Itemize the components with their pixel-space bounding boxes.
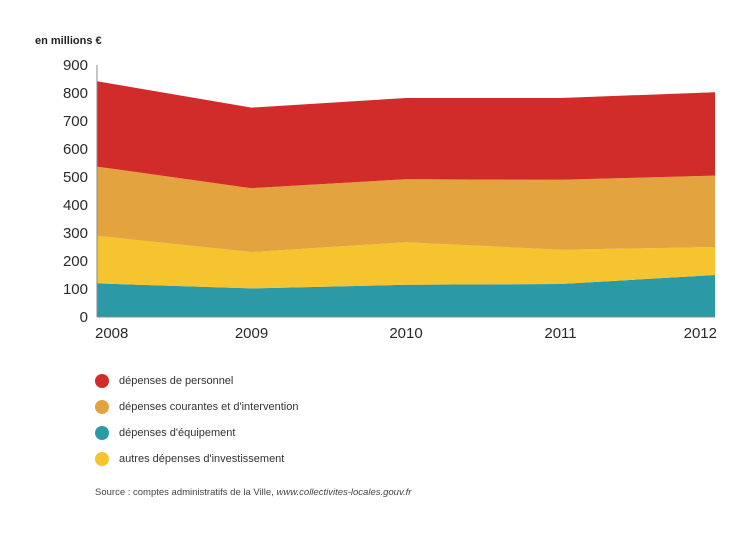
y-tick-label: 100: [63, 281, 88, 298]
legend-swatch: [95, 374, 109, 388]
legend-label: dépenses de personnel: [119, 375, 234, 387]
legend: dépenses de personnel dépenses courantes …: [95, 368, 298, 472]
area-series-0: [97, 275, 715, 317]
y-tick-label: 500: [63, 169, 88, 186]
source-note: Source : comptes administratifs de la Vi…: [95, 487, 411, 498]
x-tick-label: 2009: [235, 325, 268, 340]
y-tick-label: 900: [63, 57, 88, 74]
legend-swatch: [95, 452, 109, 466]
y-tick-labels: 0 100 200 300 400 500 600 700 800 900: [63, 57, 88, 326]
y-tick-label: 700: [63, 113, 88, 130]
legend-item: dépenses d'équipement: [95, 420, 298, 446]
x-tick-label: 2008: [95, 325, 128, 340]
legend-swatch: [95, 426, 109, 440]
legend-label: autres dépenses d'investissement: [119, 453, 285, 465]
source-url: www.collectivites-locales.gouv.fr: [276, 487, 412, 498]
y-tick-label: 0: [80, 309, 88, 326]
x-tick-labels: 2008 2009 2010 2011 2012: [95, 325, 717, 340]
x-tick-label: 2010: [389, 325, 422, 340]
y-tick-label: 400: [63, 197, 88, 214]
area-series-1: [97, 235, 715, 289]
area-series-2: [97, 166, 715, 252]
y-tick-label: 300: [63, 225, 88, 242]
legend-swatch: [95, 400, 109, 414]
y-tick-label: 800: [63, 85, 88, 102]
legend-item: dépenses de personnel: [95, 368, 298, 394]
legend-label: dépenses courantes et d'intervention: [119, 401, 299, 413]
y-tick-label: 600: [63, 141, 88, 158]
legend-item: autres dépenses d'investissement: [95, 446, 298, 472]
source-text: Source : comptes administratifs de la Vi…: [95, 487, 277, 498]
x-tick-label: 2012: [684, 325, 717, 340]
stacked-area-chart: en millions € 0 100 200 300 400 500 600 700 800 9…: [35, 35, 717, 340]
x-tick-label: 2011: [544, 325, 576, 340]
y-axis-label: en millions €: [35, 35, 102, 47]
area-series-3: [97, 81, 715, 189]
legend-item: dépenses courantes et d'intervention: [95, 394, 298, 420]
legend-label: dépenses d'équipement: [119, 427, 236, 439]
area-series-group: [97, 81, 715, 317]
y-tick-label: 200: [63, 253, 88, 270]
